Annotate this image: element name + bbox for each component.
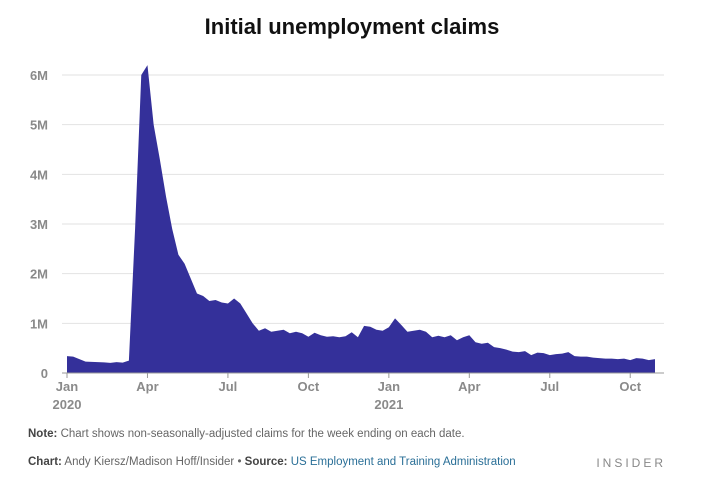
y-tick-label: 3M [30,217,48,232]
y-tick-label: 5M [30,118,48,133]
x-tick-label: Jul [540,379,559,394]
credit-text: Andy Kiersz/Madison Hoff/Insider • [61,456,245,468]
x-tick-label: Apr [136,379,158,394]
note-text: Chart shows non-seasonally-adjusted clai… [57,428,465,440]
note-label: Note: [28,428,58,440]
x-tick-year: 2021 [374,397,403,412]
x-tick-year: 2020 [53,397,82,412]
x-tick-label: Jan [56,379,78,394]
credit-label: Chart: [28,456,62,468]
source-link[interactable]: US Employment and Training Administratio… [287,456,516,468]
y-tick-label: 1M [30,316,48,331]
y-tick-label: 4M [30,167,48,182]
x-tick-label: Oct [298,379,320,394]
chart-title: Initial unemployment claims [204,14,500,39]
y-tick-label: 6M [30,68,48,83]
x-tick-label: Oct [619,379,641,394]
claims-area [67,65,655,373]
insider-logo: INSIDER [596,456,666,470]
y-tick-label: 2M [30,267,48,282]
unemployment-chart: 0 1M 2M 3M 4M 5M 6M Jan 2020 Apr Jul Oct Jan 2021 Apr J… [30,65,664,412]
chart-credit: Chart: Andy Kiersz/Madison Hoff/Insider … [28,456,516,468]
source-label: Source: [244,456,288,468]
x-tick-label: Apr [458,379,480,394]
x-tick-label: Jul [219,379,238,394]
chart-note: Note: Chart shows non-seasonally-adjuste… [28,428,465,440]
x-tick-label: Jan [378,379,400,394]
y-tick-label: 0 [41,366,48,381]
